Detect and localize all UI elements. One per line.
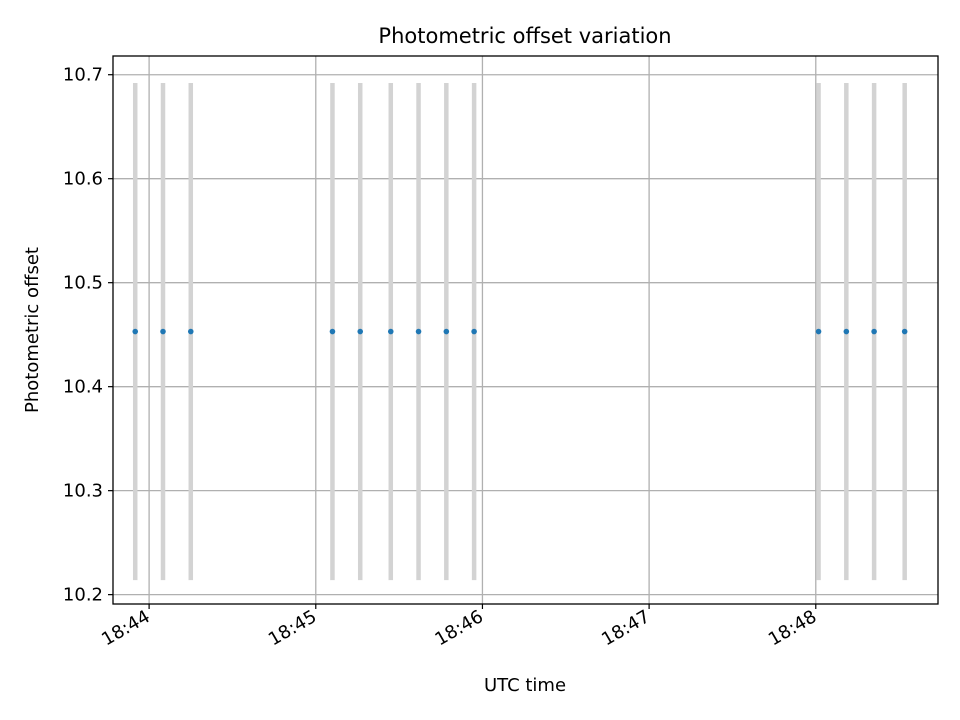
ticks: 10.2 10.3 10.4 10.5 10.6 10.7 18:44 18:45 18:46 1… xyxy=(63,65,820,651)
data-point xyxy=(415,328,422,335)
x-tick-label: 18:44 xyxy=(98,606,153,650)
data-point xyxy=(901,328,908,335)
data-point xyxy=(187,328,194,335)
x-axis-label: UTC time xyxy=(484,675,566,696)
data-point xyxy=(871,328,877,335)
x-tick-label: 18:48 xyxy=(765,606,820,650)
grid xyxy=(113,56,938,604)
plot-frame xyxy=(112,55,939,605)
data-point xyxy=(815,328,822,335)
data-point xyxy=(843,328,850,335)
x-tick-label: 18:47 xyxy=(598,606,653,650)
x-tick-label: 18:45 xyxy=(265,606,320,650)
data-point xyxy=(471,328,477,335)
y-tick-label: 10.5 xyxy=(63,273,103,294)
y-axis-label: Photometric offset xyxy=(22,247,43,413)
data-point xyxy=(160,328,166,335)
data-point xyxy=(329,328,336,335)
data-point xyxy=(357,328,364,335)
y-tick-label: 10.2 xyxy=(63,585,103,606)
data-point xyxy=(132,328,139,335)
error-bars xyxy=(132,83,907,581)
data-point xyxy=(387,328,394,335)
y-tick-label: 10.4 xyxy=(63,377,103,398)
chart-title: Photometric offset variation xyxy=(378,24,671,48)
x-tick-label: 18:46 xyxy=(432,606,487,650)
y-tick-label: 10.6 xyxy=(63,169,103,190)
data-points xyxy=(132,328,908,335)
data-point xyxy=(443,328,450,335)
y-tick-label: 10.7 xyxy=(63,65,103,86)
y-tick-label: 10.3 xyxy=(63,481,103,502)
